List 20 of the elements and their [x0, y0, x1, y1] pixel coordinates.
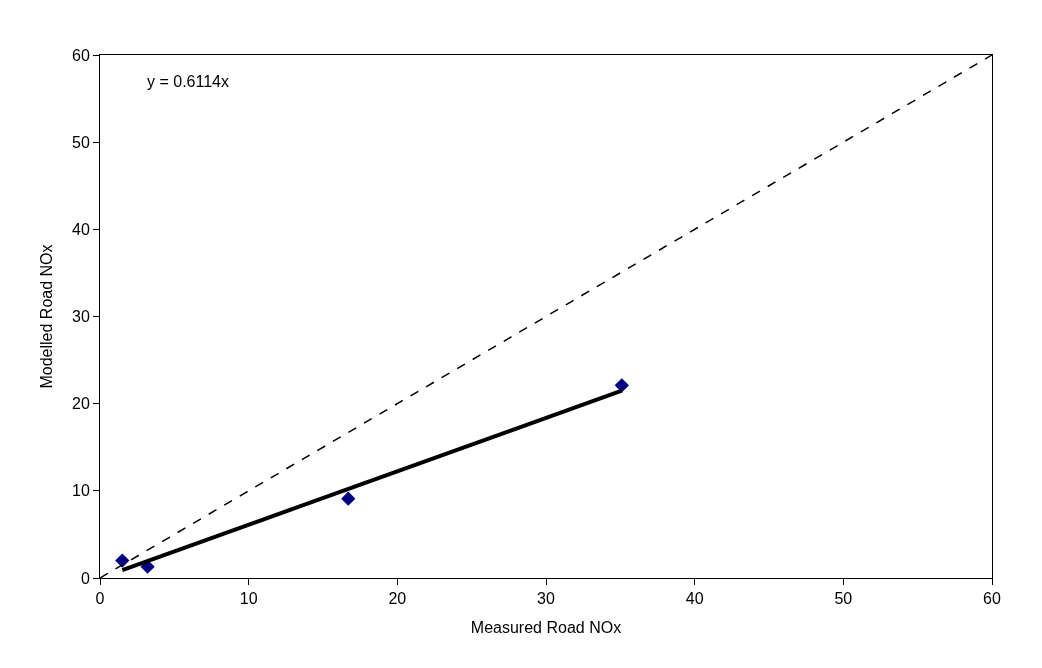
y-tick-label: 20: [72, 395, 90, 413]
y-axis-title: Modelled Road NOx: [37, 244, 55, 389]
y-tick-label: 60: [72, 46, 90, 64]
y-tick-label: 50: [72, 133, 90, 151]
x-tick-label: 20: [388, 590, 407, 608]
x-tick-label: 30: [537, 590, 555, 608]
x-tick-label: 40: [685, 590, 704, 608]
x-axis-title: Measured Road NOx: [470, 618, 622, 636]
x-tick-label: 60: [983, 590, 1001, 608]
x-tick-label: 50: [834, 590, 853, 608]
y-tick-label: 40: [72, 220, 90, 238]
point: [614, 378, 629, 393]
point: [115, 553, 130, 568]
x-tick-label: 0: [95, 590, 105, 608]
point: [341, 491, 356, 506]
annotation: y = 0.6114x: [147, 73, 229, 90]
y-tick-label: 0: [80, 569, 90, 587]
x-tick-label: 10: [239, 590, 258, 608]
y-tick-label: 30: [72, 308, 90, 326]
y-tick-label: 10: [72, 482, 90, 500]
